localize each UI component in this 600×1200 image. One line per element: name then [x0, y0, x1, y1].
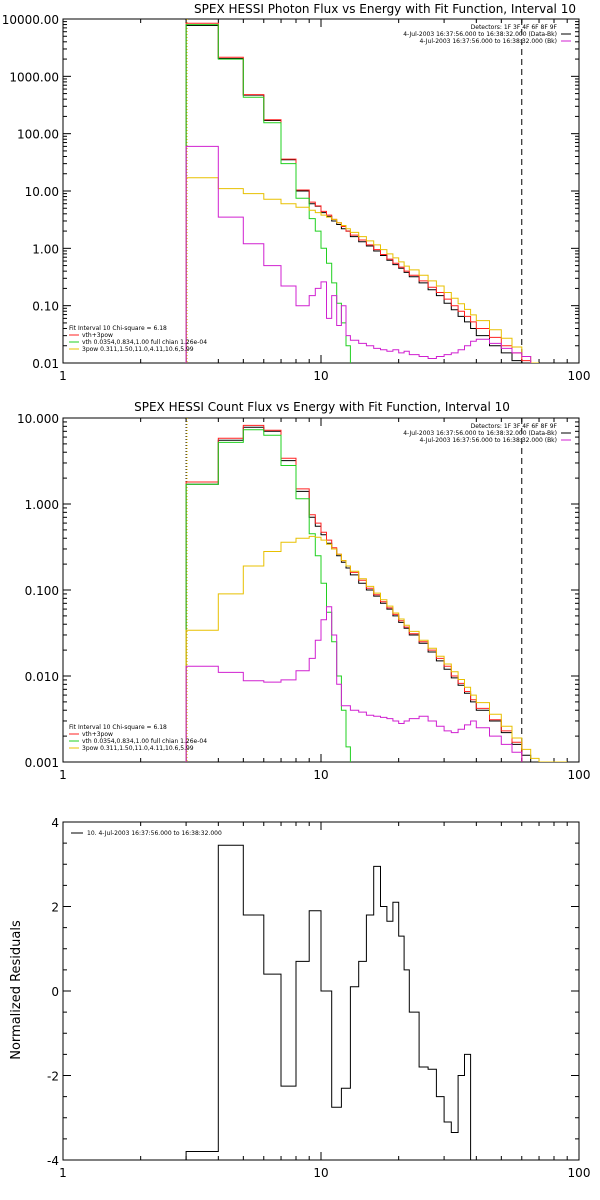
residuals-legend-label: 10. 4-Jul-2003 16:37:56.000 to 16:38:32.… [87, 830, 222, 837]
photon-series-3 [185, 177, 539, 363]
photon-y-tick-label: 10.00 [25, 185, 59, 199]
count-y-tick-label: 0.100 [25, 584, 59, 598]
photon-axes-frame [62, 18, 580, 364]
photon-y-tick-label: 1000.00 [9, 70, 59, 84]
residuals-x-tick-label: 10 [313, 1166, 328, 1180]
count-series-2 [185, 429, 351, 762]
residuals-y-tick-label: 4 [51, 816, 59, 830]
photon-legend-bottomleft-label: vth 0.0354,0.834,1.00 full chian 1.26e-0… [82, 339, 207, 346]
count-series-4 [185, 606, 523, 762]
count-legend-bottomleft-label: vth 0.0354,0.834,1.00 full chian 1.26e-0… [82, 738, 207, 745]
count-legend-bottomleft-label: 3pow 0.311,1.50,11.0,4.11,10.6,5.99 [82, 745, 194, 752]
photon-flux-title: SPEX HESSI Photon Flux vs Energy with Fi… [194, 2, 576, 16]
count-legend-topright-label: 4-Jul-2003 16:37:56.000 to 16:38:32.000 … [419, 437, 557, 444]
count-series-3 [185, 535, 568, 762]
count-y-tick-label: 0.001 [25, 756, 59, 770]
count-y-tick-label: 10.000 [17, 412, 59, 426]
count-legend-topright-label: Detectors: 1F 3F 4F 6F 8F 9F [471, 423, 558, 430]
count-series-1 [185, 424, 523, 762]
residuals-series-0 [185, 844, 477, 1160]
count-flux-panel: SPEX HESSI Count Flux vs Energy with Fit… [17, 400, 590, 782]
count-legend-topright-label: 4-Jul-2003 16:37:56.000 to 16:38:32.000 … [403, 430, 557, 437]
photon-y-tick-label: 10000.00 [2, 13, 59, 27]
residuals-x-tick-label: 1 [59, 1166, 67, 1180]
photon-legend-topright-label: 4-Jul-2003 16:37:56.000 to 16:38:32.000 … [403, 31, 557, 38]
photon-legend-bottomleft-label: Fit Interval 10 Chi-square = 6.18 [69, 325, 167, 332]
photon-legend-topright-label: 4-Jul-2003 16:37:56.000 to 16:38:32.000 … [419, 38, 557, 45]
residuals-panel: Normalized Residuals 1 10 100 -4 -2 0 2 4 10. 4-… [9, 816, 590, 1180]
photon-series-4 [185, 145, 532, 363]
count-x-tick-label: 100 [568, 768, 591, 782]
count-axes-frame [62, 417, 580, 763]
photon-series-0 [185, 25, 532, 363]
photon-legend-bottomleft-label: vth+3pow [82, 332, 113, 339]
photon-x-tick-label: 10 [313, 369, 328, 383]
residuals-y-tick-label: 0 [51, 985, 59, 999]
count-series-0 [185, 426, 532, 762]
photon-y-tick-label: 100.00 [17, 128, 59, 142]
photon-legend-topright-label: Detectors: 1F 3F 4F 6F 8F 9F [471, 24, 558, 31]
count-y-tick-label: 0.010 [25, 670, 59, 684]
count-legend-bottomleft-label: Fit Interval 10 Chi-square = 6.18 [69, 724, 167, 731]
photon-x-tick-label: 1 [59, 369, 67, 383]
photon-series-1 [185, 22, 539, 363]
count-flux-title: SPEX HESSI Count Flux vs Energy with Fit… [134, 400, 510, 414]
count-legend-bottomleft-label: vth+3pow [82, 731, 113, 738]
photon-y-tick-label: 0.01 [32, 357, 59, 371]
residuals-y-tick-label: 2 [51, 901, 59, 915]
residuals-ylabel: Normalized Residuals [9, 920, 24, 1060]
residuals-x-tick-label: 100 [568, 1166, 591, 1180]
residuals-y-tick-label: -2 [47, 1070, 59, 1084]
photon-y-tick-label: 0.10 [32, 300, 59, 314]
photon-series-2 [185, 24, 351, 363]
count-x-tick-label: 10 [313, 768, 328, 782]
count-x-tick-label: 1 [59, 768, 67, 782]
photon-flux-panel: SPEX HESSI Photon Flux vs Energy with Fi… [2, 2, 591, 383]
photon-y-tick-label: 1.00 [32, 242, 59, 256]
photon-x-tick-label: 100 [568, 369, 591, 383]
photon-legend-bottomleft-label: 3pow 0.311,1.50,11.0,4.11,10.6,5.99 [82, 346, 194, 353]
count-y-tick-label: 1.000 [25, 498, 59, 512]
residuals-y-tick-label: -4 [47, 1154, 59, 1168]
